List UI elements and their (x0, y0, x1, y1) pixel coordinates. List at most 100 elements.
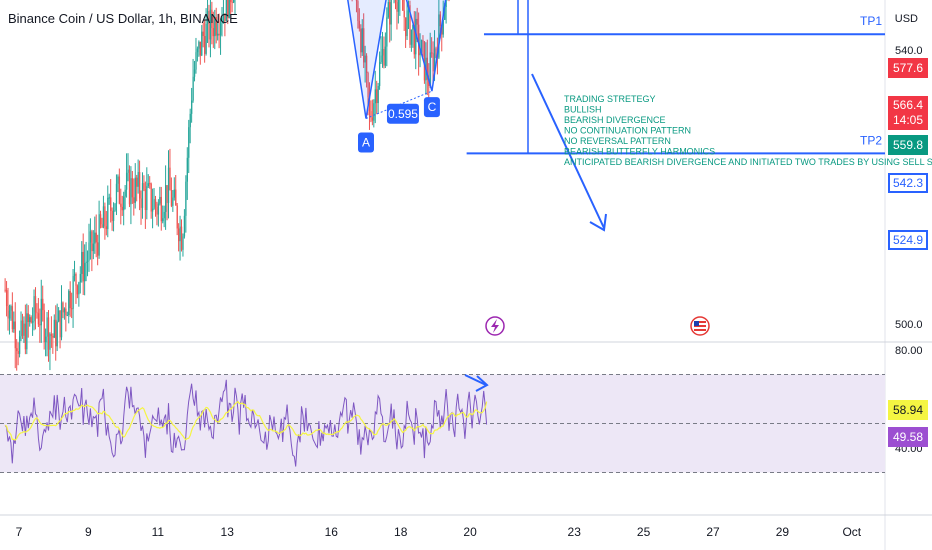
candle-body (162, 218, 164, 222)
time-tick-label: 18 (394, 525, 408, 539)
point-c-badge (423, 97, 440, 118)
candle-body (390, 0, 392, 25)
candle-body (151, 208, 154, 212)
candle-body (143, 183, 145, 190)
ratio-ac-badge (386, 103, 419, 124)
rsi-ma-value-tag: 58.94 (888, 400, 928, 420)
candle-body (183, 215, 186, 237)
candle-body (16, 348, 18, 352)
candle-body (36, 312, 38, 314)
candle-body (405, 17, 407, 37)
rsi-ma-line (4, 400, 488, 441)
candle-body (195, 52, 197, 70)
candle-body (52, 335, 54, 338)
harmonic-pattern[interactable]: XABCD0.7181.4762.7730.595 (323, 0, 485, 153)
candle-body (121, 206, 123, 211)
candle-body (360, 28, 362, 53)
candle-body (130, 178, 132, 205)
strategy-note-line: NO REVERSAL PATTERN (564, 136, 671, 146)
candle-body (383, 49, 385, 66)
candle-body (82, 251, 84, 282)
candle-body (432, 53, 434, 72)
time-tick-label: Oct (842, 525, 861, 539)
candle-body (110, 197, 112, 211)
time-tick-label: 20 (463, 525, 477, 539)
candle-body (170, 190, 173, 206)
strategy-note-line: BULLISH (564, 105, 602, 115)
candle-body (212, 28, 215, 37)
candle-body (45, 336, 47, 343)
candle-body (124, 189, 126, 197)
candle-body (8, 310, 11, 319)
candle-body (81, 251, 83, 274)
candle-body (5, 290, 8, 306)
candle-body (147, 183, 149, 187)
candle-body (91, 231, 93, 252)
candle-body (49, 334, 51, 350)
candle-body (137, 172, 139, 187)
candle-body (92, 243, 95, 252)
rsi-divergence-arrow-head (475, 375, 489, 392)
strategy-note-line: BEARISH BUTTERFLY HARMONICS (564, 147, 715, 157)
candle-body (439, 14, 442, 27)
candle-body (358, 20, 361, 29)
time-tick-label: 27 (706, 525, 720, 539)
candle-body (95, 232, 97, 243)
candle-body (193, 69, 196, 77)
candle-body (111, 210, 113, 221)
candle-body (26, 313, 28, 350)
candle-body (62, 302, 64, 313)
candle-body (63, 308, 66, 313)
candle-body (105, 226, 108, 230)
candle-body (30, 317, 32, 323)
candle-body (18, 336, 21, 354)
candle-body (86, 260, 89, 262)
candle-body (47, 317, 50, 350)
candle-body (222, 13, 225, 22)
candle-body (232, 0, 235, 3)
candle-body (406, 10, 408, 37)
candle-body (409, 5, 411, 45)
us-flag-event-icon[interactable] (690, 316, 710, 336)
candle-body (202, 31, 204, 37)
candle-body (107, 197, 109, 230)
candle-body (420, 40, 423, 53)
candle-body (230, 0, 232, 2)
candle-body (426, 57, 429, 80)
candle-body (435, 48, 437, 50)
candle-body (58, 310, 60, 322)
candle-body (201, 31, 203, 56)
candle-body (99, 214, 102, 225)
candle-body (377, 85, 379, 104)
candle-body (27, 313, 29, 323)
candle-body (24, 323, 27, 350)
lightning-icon[interactable] (485, 316, 505, 336)
candle-body (133, 197, 135, 203)
candle-body (42, 298, 44, 311)
candle-body (422, 40, 424, 42)
candle-body (179, 226, 181, 242)
candle-body (89, 231, 92, 243)
candle-body (228, 0, 230, 19)
rsi-value-tag: 49.58 (888, 427, 928, 447)
candle-body (373, 103, 375, 121)
candle-body (433, 48, 436, 72)
time-tick-label: 29 (776, 525, 790, 539)
candle-body (198, 41, 200, 49)
candle-body (182, 236, 184, 250)
candle-body (127, 169, 129, 173)
candle-body (136, 177, 138, 187)
candle-body (40, 298, 42, 326)
candle-body (410, 29, 413, 45)
candle-body (444, 7, 446, 20)
candle-body (43, 310, 45, 343)
candle-body (415, 18, 417, 55)
candle-body (21, 320, 24, 336)
rsi-line (4, 379, 488, 467)
candle-body (71, 308, 73, 310)
candle-body (367, 72, 369, 98)
candle-body (189, 113, 191, 128)
candle-body (167, 167, 170, 203)
